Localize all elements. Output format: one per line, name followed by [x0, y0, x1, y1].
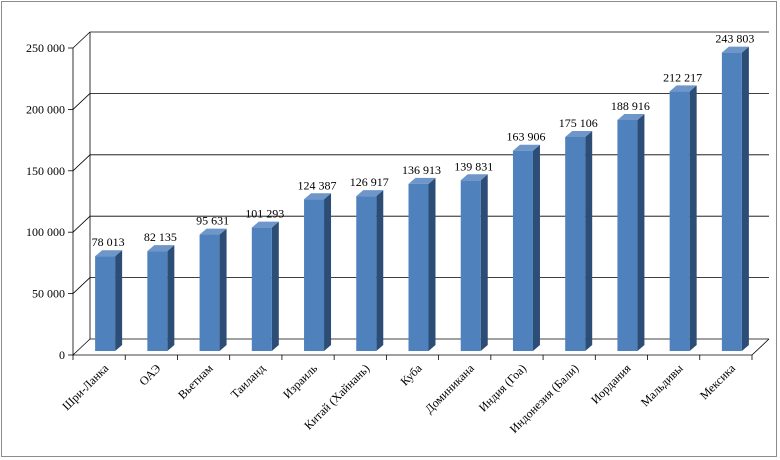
bar-top	[251, 221, 279, 228]
category-label: Мальдивы	[638, 361, 686, 409]
category-label: Доминикана	[422, 361, 477, 416]
bar	[95, 256, 116, 351]
category-label: Иордания	[588, 361, 634, 407]
bar-top	[356, 190, 384, 197]
floor-edge	[751, 338, 770, 356]
bar-side	[376, 190, 384, 351]
bar-top	[617, 114, 645, 121]
bar	[199, 234, 220, 351]
bar	[721, 52, 742, 351]
y-tick-label: 50 000	[32, 287, 65, 301]
category-label: ОАЭ	[136, 361, 163, 388]
data-label: 82 135	[144, 230, 177, 244]
bar-top	[460, 174, 488, 181]
bar-side	[219, 228, 227, 351]
data-label: 136 913	[402, 163, 441, 177]
bar	[617, 120, 638, 351]
data-label: 188 916	[611, 99, 650, 113]
gridline-side	[72, 31, 91, 49]
bar-side	[167, 245, 175, 351]
bar-top	[669, 85, 697, 92]
y-tick-label: 0	[59, 348, 65, 362]
bar	[460, 180, 481, 351]
category-label: Куба	[397, 361, 425, 389]
data-label: 124 387	[298, 178, 337, 192]
bar-side	[689, 85, 697, 351]
bar-side	[271, 221, 279, 351]
gridline-side	[72, 215, 91, 233]
bar-top	[95, 250, 123, 257]
category-label: Вьетнам	[175, 361, 216, 402]
data-label: 95 631	[196, 214, 229, 228]
category-label: Шри-Ланка	[59, 361, 111, 413]
y-tick-label: 200 000	[26, 102, 65, 116]
gridline-side	[72, 154, 91, 172]
bar	[512, 150, 533, 351]
category-label: Мексика	[697, 361, 739, 403]
category-label: Таиланд	[228, 361, 268, 401]
bar-top	[512, 144, 540, 151]
y-tick-label: 250 000	[26, 41, 65, 55]
bar-side	[324, 193, 332, 351]
bar-side	[532, 144, 540, 351]
bar	[408, 183, 429, 351]
bar-side	[428, 177, 436, 351]
data-label: 139 831	[454, 159, 493, 173]
bar	[565, 136, 586, 351]
bar-side	[115, 250, 123, 351]
bar	[147, 251, 168, 351]
data-label: 175 106	[559, 116, 598, 130]
data-label: 212 217	[663, 70, 702, 84]
bar-top	[565, 130, 593, 137]
y-tick-label: 100 000	[26, 225, 65, 239]
bar-side	[480, 174, 488, 351]
gridline-side	[72, 338, 91, 356]
y-tick-label: 150 000	[26, 164, 65, 178]
bar	[304, 199, 325, 351]
bar	[356, 196, 377, 351]
gridline-side	[72, 93, 91, 110]
data-label: 163 906	[506, 130, 545, 144]
category-label: Индия (Гоа)	[476, 361, 529, 414]
bar-top	[304, 193, 332, 200]
bar	[251, 227, 272, 351]
data-label: 126 917	[350, 175, 389, 189]
bar-side	[637, 114, 645, 351]
category-label: Израиль	[280, 361, 320, 401]
data-label: 78 013	[92, 235, 125, 249]
gridline-side	[72, 277, 91, 294]
bar	[669, 91, 690, 351]
bar-top	[199, 228, 227, 235]
data-label: 101 293	[245, 207, 284, 221]
bar-top	[147, 245, 175, 252]
bar-top	[408, 177, 436, 184]
bar-top	[721, 46, 749, 53]
data-label: 243 803	[715, 32, 754, 46]
bar-side	[741, 46, 749, 351]
bar-side	[585, 130, 593, 351]
